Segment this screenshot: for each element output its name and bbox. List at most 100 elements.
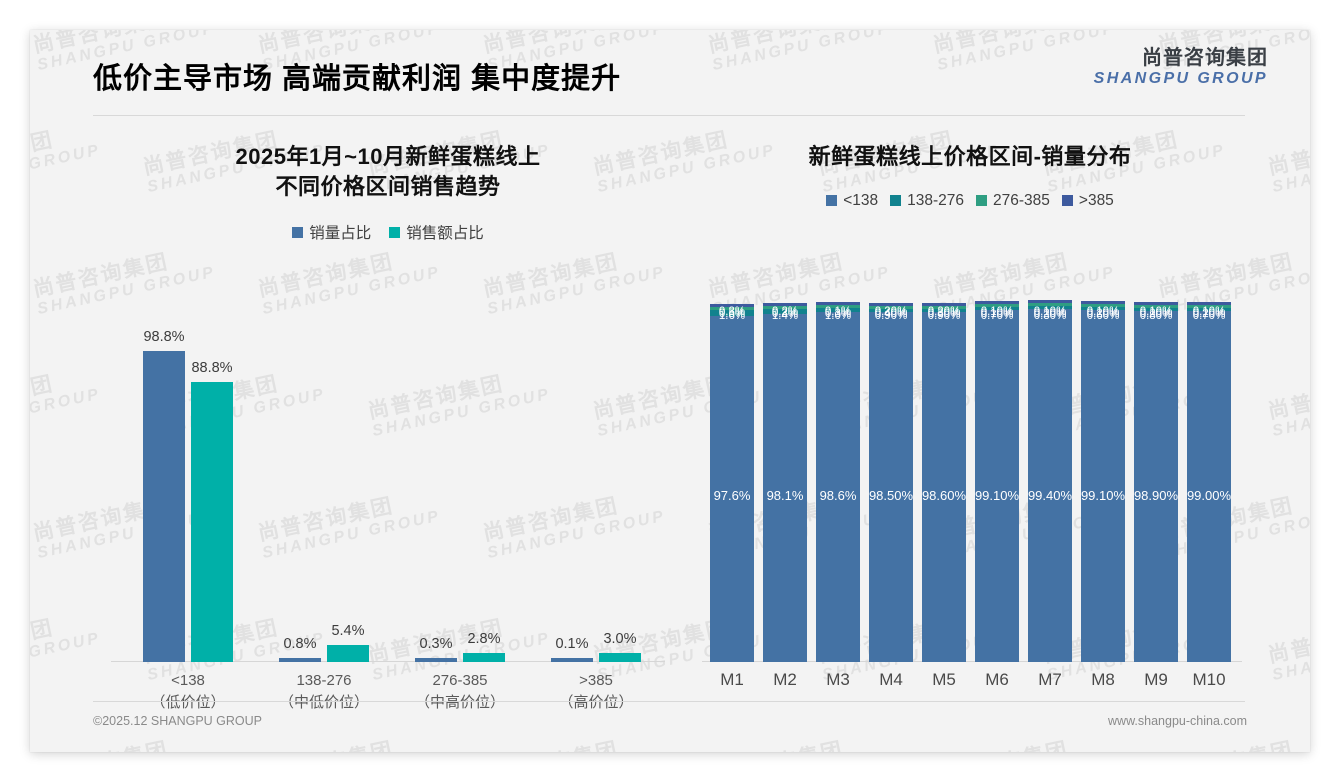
- right-chart-segment-value-label: 0.10%: [1192, 306, 1226, 318]
- right-chart-category-label: M5: [932, 670, 956, 689]
- right-chart-segment-value-label: 0.20%: [1139, 308, 1173, 320]
- left-chart-bar[interactable]: 0.1%: [551, 292, 593, 662]
- footer-website: www.shangpu-china.com: [1108, 714, 1247, 728]
- right-chart-stacked-bar[interactable]: 0.20% 0.30% 0.90% 98.60%: [922, 292, 966, 662]
- left-chart-bar-value-label: 0.1%: [555, 636, 589, 652]
- legend-swatch-icon: [826, 195, 838, 207]
- category-tier: （中低价位）: [278, 693, 369, 711]
- left-chart-legend-item[interactable]: 销售额占比: [389, 221, 484, 243]
- right-chart-segment-value-label: 98.1%: [766, 488, 804, 503]
- right-chart-bar-segment: [763, 305, 807, 309]
- left-chart-bar[interactable]: 0.8%: [279, 292, 321, 662]
- right-chart-legend-item[interactable]: 276-385: [976, 192, 1050, 210]
- right-chart-stacked-bar[interactable]: 0.10% 0.20% 0.70% 99.00%: [1187, 292, 1231, 662]
- left-chart-bar-fill: [327, 645, 369, 662]
- right-chart-legend-item[interactable]: >385: [1061, 192, 1114, 210]
- right-chart-category-labels: M1 M2 M3 M4 M5 M6 M7 M8 M9 M10: [702, 670, 1242, 700]
- right-chart-stacked-bar[interactable]: 0.3% 0.5% 1.6% 97.6%: [710, 292, 754, 662]
- right-chart-segment-value-label: 99.10%: [1080, 488, 1126, 503]
- left-chart-category-labels: <138 （低价位） 138-276 （中低价位） 276-385 （中高价位） >385 （…: [111, 670, 665, 730]
- right-chart-stacked-bar[interactable]: 0.2% 0.3% 1.4% 98.1%: [763, 292, 807, 662]
- left-chart-panel: 2025年1月~10月新鲜蛋糕线上 不同价格区间销售趋势 销量占比 销售额占比 9…: [93, 142, 683, 711]
- right-chart-segment-value-label: 0.3%: [771, 308, 799, 320]
- right-chart-bar-segment: [1187, 301, 1231, 305]
- legend-label: 销售额占比: [406, 225, 484, 243]
- right-chart-bar-segment: [816, 305, 860, 309]
- right-chart-bar-segment: [710, 315, 754, 662]
- right-chart-segment-value-label: 0.20%: [1192, 308, 1226, 320]
- legend-swatch-icon: [1061, 195, 1073, 207]
- left-chart-bar[interactable]: 2.8%: [463, 292, 505, 662]
- right-chart-legend-item[interactable]: <138: [826, 192, 878, 210]
- left-chart-bar-fill: [599, 652, 641, 662]
- right-chart-stacked-bar[interactable]: 0.10% 0.20% 0.60% 99.10%: [1081, 292, 1125, 662]
- right-chart-segment-value-label: 0.5%: [718, 308, 746, 320]
- right-chart-segment-value-label: 0.10%: [980, 308, 1014, 320]
- right-chart-segment-value-label: 98.60%: [921, 488, 967, 503]
- left-chart-bar[interactable]: 3.0%: [599, 292, 641, 662]
- category-tier: （低价位）: [150, 693, 226, 711]
- right-chart-category-label: M8: [1091, 670, 1115, 689]
- left-chart-legend: 销量占比 销售额占比: [93, 221, 683, 243]
- right-chart-segment-value-label: 0.90%: [927, 310, 961, 322]
- right-chart-stacked-bar[interactable]: 0.10% 0.10% 0.70% 99.10%: [975, 292, 1019, 662]
- right-chart-bar-segment: [1134, 304, 1178, 308]
- left-chart-bar-value-label: 0.8%: [283, 636, 317, 652]
- left-chart-bar[interactable]: 88.8%: [191, 292, 233, 662]
- right-chart-bar-segment: [1081, 304, 1125, 308]
- right-chart-segment-value-label: 0.60%: [1086, 310, 1120, 322]
- right-chart-segment-value-label: 1.4%: [771, 310, 799, 322]
- left-chart-bar-value-label: 5.4%: [331, 623, 365, 639]
- right-chart-segment-value-label: 0.10%: [1139, 306, 1173, 318]
- right-chart-bar-segment: [975, 304, 1019, 308]
- left-chart-bar[interactable]: 98.8%: [143, 292, 185, 662]
- right-chart-stacked-bar[interactable]: 0.20% 0.40% 0.90% 98.50%: [869, 292, 913, 662]
- right-chart-segment-value-label: 99.10%: [974, 488, 1020, 503]
- right-chart-stacked-bar[interactable]: 0.10% 0.20% 0.30% 99.40%: [1028, 292, 1072, 662]
- right-chart-segment-value-label: 0.20%: [1086, 308, 1120, 320]
- right-chart-bar-segment: [763, 302, 807, 306]
- left-chart-bar-fill: [551, 658, 593, 662]
- right-chart-legend-item[interactable]: 138-276: [890, 192, 964, 210]
- right-chart-segment-value-label: 0.20%: [927, 306, 961, 318]
- legend-label: 销量占比: [309, 225, 372, 243]
- left-chart-legend-item[interactable]: 销量占比: [292, 221, 371, 243]
- left-chart-bar-value-label: 2.8%: [467, 631, 501, 648]
- right-chart-segment-value-label: 0.3%: [824, 308, 852, 320]
- right-chart-bar-segment: [1134, 307, 1178, 311]
- page-title: 低价主导市场 高端贡献利润 集中度提升: [93, 63, 622, 95]
- left-chart-plot: 98.8% 88.8% 0.8% 5.4% 0.3% 2.8% 0.1% 3.0%: [111, 292, 665, 662]
- right-chart-bar-segment: [975, 310, 1019, 662]
- right-chart-bar-segment: [816, 311, 860, 662]
- right-chart-bar-segment: [763, 308, 807, 314]
- right-chart-segment-value-label: 0.2%: [771, 306, 799, 318]
- right-chart-title: 新鲜蛋糕线上价格区间-销量分布: [808, 144, 1132, 169]
- right-chart-bar-segment: [922, 308, 966, 312]
- category-range: 276-385: [432, 672, 488, 689]
- left-chart-bar[interactable]: 5.4%: [327, 292, 369, 662]
- right-chart-stacked-bar[interactable]: 0.10% 0.20% 0.80% 98.90%: [1134, 292, 1178, 662]
- left-chart-bar-value-label: 3.0%: [603, 630, 637, 647]
- right-chart-category-label: M9: [1144, 670, 1168, 689]
- left-chart-bar[interactable]: 0.3%: [415, 292, 457, 662]
- right-chart-stacked-bar[interactable]: 0.1% 0.3% 1.0% 98.6%: [816, 292, 860, 662]
- left-chart-bar-group: 0.1% 3.0%: [529, 292, 663, 662]
- left-chart-bar-fill: [191, 382, 233, 662]
- right-chart-bar-segment: [1028, 306, 1072, 310]
- right-chart-segment-value-label: 1.6%: [718, 310, 746, 322]
- logo-text-cn: 尚普咨询集团: [1142, 47, 1268, 69]
- right-chart-segment-value-label: 0.40%: [874, 308, 908, 320]
- left-chart-title-line1: 2025年1月~10月新鲜蛋糕线上: [235, 144, 541, 169]
- right-chart-segment-value-label: 0.90%: [874, 310, 908, 322]
- right-chart-bar-segment: [1134, 310, 1178, 662]
- right-chart-segment-value-label: 0.80%: [1139, 310, 1173, 322]
- left-chart-category-label: <138 （低价位）: [113, 670, 263, 714]
- right-chart-segment-value-label: 1.0%: [824, 310, 852, 322]
- right-chart-segment-value-label: 97.6%: [713, 488, 751, 503]
- slide-header: 低价主导市场 高端贡献利润 集中度提升 尚普咨询集团 SHANGPU GROUP: [30, 30, 1310, 116]
